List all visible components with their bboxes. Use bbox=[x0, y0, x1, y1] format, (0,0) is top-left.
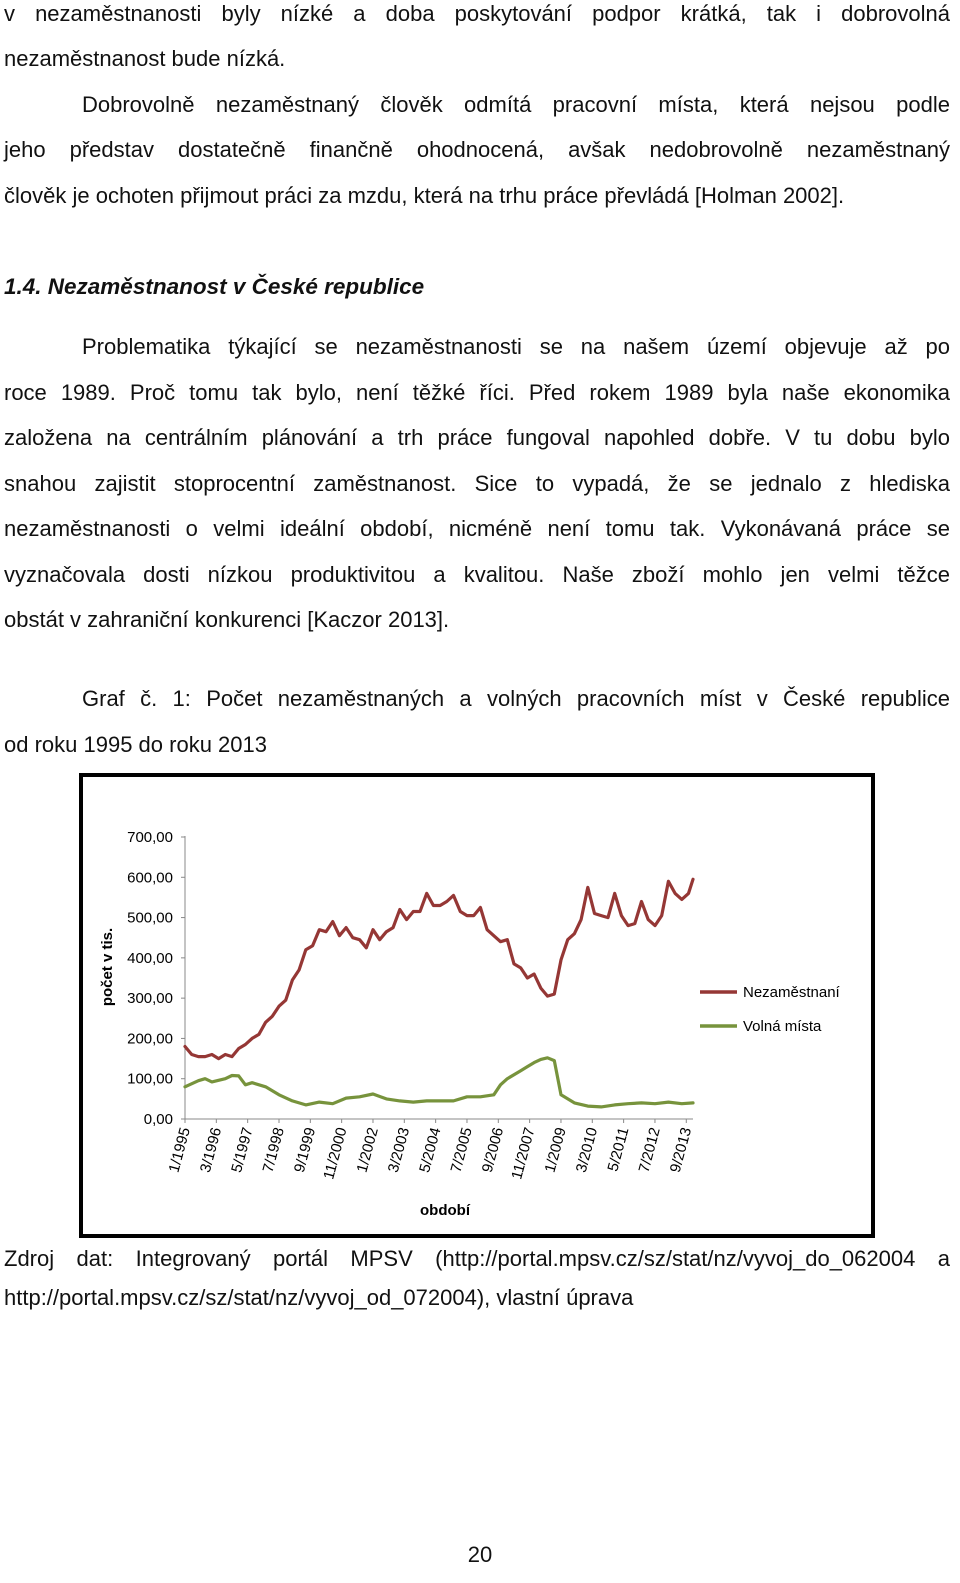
x-tick-label: 5/1997 bbox=[228, 1126, 256, 1175]
y-tick-label: 200,00 bbox=[127, 1030, 173, 1047]
x-tick-label: 7/2012 bbox=[636, 1126, 664, 1175]
caption-line-2: od roku 1995 do roku 2013 bbox=[4, 732, 267, 757]
paragraph2-line-1: Dobrovolně nezaměstnaný člověk odmítá pr… bbox=[82, 92, 950, 117]
x-tick-label: 3/2010 bbox=[573, 1126, 601, 1175]
x-tick-label: 9/1999 bbox=[291, 1126, 319, 1175]
series-line-1 bbox=[183, 877, 695, 1061]
source-line-2: http://portal.mpsv.cz/sz/stat/nz/vyvoj_o… bbox=[4, 1285, 634, 1310]
legend-label-2: Volná místa bbox=[743, 1018, 822, 1035]
paragraph2-line-2: jeho představ dostatečně finančně ohodno… bbox=[4, 137, 950, 162]
chart: 700,00 600,00 500,00 400,00 300,00 200,00 100,… bbox=[99, 829, 841, 1219]
y-tick-label: 300,00 bbox=[127, 990, 173, 1007]
x-tick-label: 3/2003 bbox=[385, 1126, 413, 1175]
x-tick-label: 9/2013 bbox=[667, 1126, 695, 1175]
x-tick-label: 7/1998 bbox=[260, 1126, 288, 1175]
paragraph3-line-6: vyznačovala dosti nízkou produktivitou a… bbox=[4, 562, 950, 587]
x-tick-label: 5/2011 bbox=[604, 1126, 632, 1174]
x-tick-label: 11/2000 bbox=[320, 1126, 350, 1182]
x-axis-label: období bbox=[420, 1202, 471, 1219]
series-lines bbox=[183, 877, 695, 1109]
x-tick-label: 11/2007 bbox=[508, 1126, 538, 1182]
paragraph3-line-3: založena na centrálním plánování a trh p… bbox=[4, 425, 950, 450]
y-tick-label: 0,00 bbox=[144, 1111, 173, 1128]
x-tick-label: 1/2009 bbox=[542, 1126, 570, 1175]
x-tick-label: 9/2006 bbox=[479, 1126, 507, 1175]
x-tick-label: 1/1995 bbox=[166, 1126, 194, 1175]
paragraph1-line-2: nezaměstnanost bude nízká. bbox=[4, 46, 286, 71]
paragraph3-line-7: obstát v zahraniční konkurenci [Kaczor 2… bbox=[4, 607, 450, 632]
page-number: 20 bbox=[467, 1542, 493, 1567]
caption-line-1: Graf č. 1: Počet nezaměstnaných a volnýc… bbox=[82, 686, 950, 711]
x-axis: 1/1995 3/1996 5/1997 7/1998 9/1999 11/2000 1/2… bbox=[166, 1118, 695, 1182]
y-tick-label: 600,00 bbox=[127, 869, 173, 886]
series-line-2 bbox=[183, 1056, 695, 1109]
source-line-1: Zdroj dat: Integrovaný portál MPSV (http… bbox=[4, 1246, 950, 1271]
legend-label-1: Nezaměstnaní bbox=[743, 984, 841, 1001]
paragraph3-line-2: roce 1989. Proč tomu tak bylo, není těžk… bbox=[4, 380, 950, 405]
paragraph3-line-1: Problematika týkající se nezaměstnanosti… bbox=[82, 334, 950, 359]
x-tick-label: 1/2002 bbox=[354, 1126, 382, 1175]
y-tick-label: 400,00 bbox=[127, 950, 173, 967]
paragraph3-line-5: nezaměstnanosti o velmi ideální období, … bbox=[4, 516, 950, 541]
x-tick-label: 5/2004 bbox=[416, 1126, 444, 1175]
y-axis: 700,00 600,00 500,00 400,00 300,00 200,00 100,… bbox=[127, 829, 186, 1128]
legend: Nezaměstnaní Volná místa bbox=[700, 984, 841, 1035]
y-tick-label: 700,00 bbox=[127, 829, 173, 846]
y-tick-label: 500,00 bbox=[127, 910, 173, 927]
paragraph1-line-1: v nezaměstnanosti byly nízké a doba posk… bbox=[4, 1, 950, 26]
x-tick-label: 7/2005 bbox=[448, 1126, 476, 1175]
section-heading: 1.4. Nezaměstnanost v České republice bbox=[4, 274, 425, 299]
paragraph2-line-3: člověk je ochoten přijmout práci za mzdu… bbox=[4, 183, 845, 208]
paragraph3-line-4: snahou zajistit stoprocentní zaměstnanos… bbox=[4, 471, 950, 496]
y-tick-label: 100,00 bbox=[127, 1071, 173, 1088]
y-axis-label: počet v tis. bbox=[99, 928, 116, 1006]
x-tick-label: 3/1996 bbox=[197, 1126, 225, 1175]
chart-frame: 700,00 600,00 500,00 400,00 300,00 200,00 100,… bbox=[79, 773, 875, 1238]
